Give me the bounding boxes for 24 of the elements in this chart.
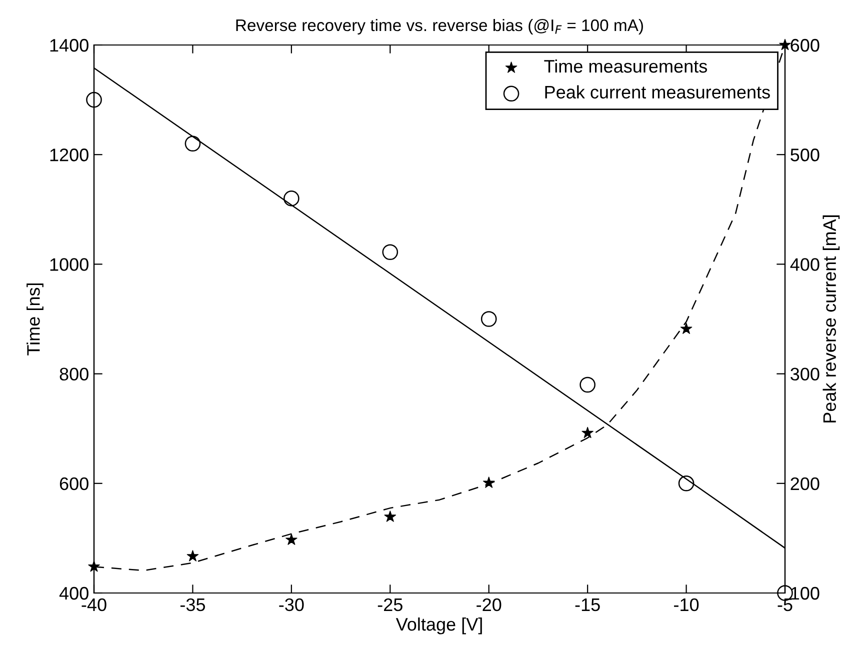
x-tick-label: -30 xyxy=(279,598,304,612)
y-tick-label: 800 xyxy=(60,368,88,381)
y2-tick-label: 300 xyxy=(790,368,820,381)
y-tick-label: 1400 xyxy=(50,38,88,52)
y-tick-label: 600 xyxy=(60,477,88,490)
y-tick-label: 1200 xyxy=(50,148,88,162)
x-axis-title: Voltage [V] xyxy=(396,617,482,634)
y2-tick-label: 200 xyxy=(790,477,820,490)
x-tick-label: -15 xyxy=(575,598,600,612)
y2-tick-label: 600 xyxy=(790,38,820,52)
x-tick-label: -10 xyxy=(674,598,699,612)
y2-axis-title: Peak reverse current [mA] xyxy=(822,215,840,422)
y-tick-label: 400 xyxy=(59,586,88,600)
x-tick-label: -35 xyxy=(180,598,206,612)
x-tick-label: -25 xyxy=(378,598,402,612)
y2-tick-label: 500 xyxy=(790,148,820,162)
legend-label: Peak current measurements xyxy=(545,85,770,99)
chart-title: Reverse recovery time vs. reverse bias (@I$_{F}$ = 100 mA) xyxy=(236,18,643,34)
y-axis-title: Time [ns] xyxy=(26,284,44,356)
y-tick-label: 1000 xyxy=(50,258,88,271)
legend-label: Time measurements xyxy=(544,59,707,73)
x-tick-label: -20 xyxy=(476,598,502,612)
y2-tick-label: 400 xyxy=(790,258,820,271)
x-tick-label: -40 xyxy=(82,598,106,612)
